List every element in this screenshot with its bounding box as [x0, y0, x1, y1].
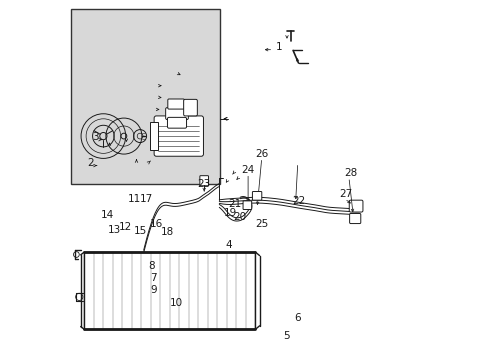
Text: 26: 26	[255, 149, 268, 159]
FancyBboxPatch shape	[200, 176, 208, 186]
Text: 5: 5	[283, 330, 290, 341]
Text: 20: 20	[233, 212, 246, 222]
FancyBboxPatch shape	[252, 192, 261, 200]
Text: 9: 9	[150, 285, 157, 295]
Text: 12: 12	[118, 222, 131, 232]
Text: 7: 7	[150, 273, 157, 283]
Text: 14: 14	[101, 210, 114, 220]
Text: 19: 19	[224, 208, 237, 218]
FancyBboxPatch shape	[165, 108, 188, 120]
Text: 21: 21	[227, 199, 241, 210]
FancyBboxPatch shape	[167, 99, 184, 109]
Text: 23: 23	[197, 179, 210, 189]
Text: 2: 2	[87, 158, 94, 168]
Text: 16: 16	[149, 219, 163, 229]
Bar	[71, 9, 220, 184]
FancyBboxPatch shape	[348, 200, 362, 212]
Text: 11: 11	[128, 194, 141, 204]
FancyBboxPatch shape	[243, 201, 251, 210]
Text: 8: 8	[148, 261, 155, 271]
Text: 24: 24	[241, 165, 254, 175]
FancyBboxPatch shape	[154, 116, 203, 156]
Bar	[149, 122, 158, 150]
Text: 28: 28	[344, 168, 357, 178]
Text: 13: 13	[107, 225, 121, 235]
FancyBboxPatch shape	[167, 117, 186, 128]
Text: 1: 1	[275, 42, 282, 52]
FancyBboxPatch shape	[349, 213, 360, 224]
Text: 18: 18	[160, 227, 173, 237]
FancyBboxPatch shape	[183, 99, 197, 116]
Text: 17: 17	[140, 194, 153, 204]
Text: 27: 27	[339, 189, 352, 199]
Text: 25: 25	[255, 219, 268, 229]
Text: 4: 4	[224, 240, 231, 250]
Text: 3: 3	[92, 132, 98, 142]
Polygon shape	[84, 252, 255, 329]
Text: 15: 15	[133, 226, 146, 236]
Text: 6: 6	[294, 312, 301, 323]
Text: 10: 10	[169, 298, 183, 308]
Text: 22: 22	[292, 196, 305, 206]
